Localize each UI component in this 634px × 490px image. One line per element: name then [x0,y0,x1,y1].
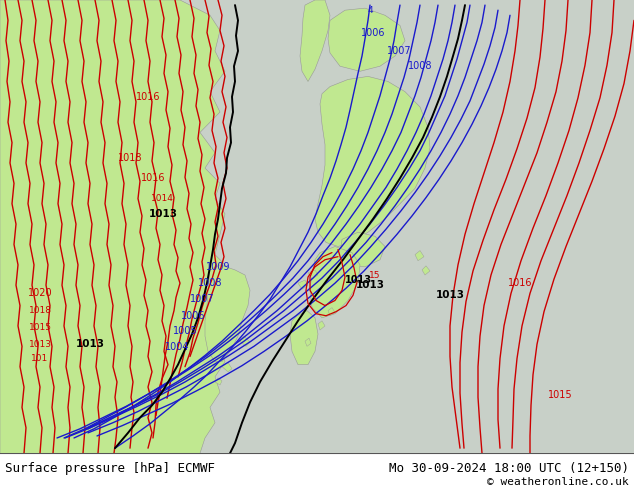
Polygon shape [340,232,385,267]
Polygon shape [205,265,250,362]
Polygon shape [308,270,318,279]
Text: 1015: 1015 [548,390,573,400]
Text: 1006: 1006 [361,27,385,38]
Text: 1013: 1013 [75,339,105,349]
Text: 4: 4 [367,6,373,15]
Polygon shape [290,311,318,365]
Text: 1018: 1018 [118,153,142,163]
Polygon shape [240,336,250,346]
Text: 101: 101 [31,354,49,363]
Text: 1004: 1004 [165,343,190,352]
Text: 1013: 1013 [344,275,372,285]
Polygon shape [328,308,335,316]
Text: 1016: 1016 [508,278,533,288]
Polygon shape [305,338,311,346]
Text: 1013: 1013 [148,209,178,219]
Polygon shape [318,321,325,330]
Polygon shape [215,378,222,385]
Text: 1020: 1020 [28,288,53,298]
Polygon shape [415,250,424,261]
Text: © weatheronline.co.uk: © weatheronline.co.uk [488,477,629,487]
Text: 1006: 1006 [181,311,205,321]
Text: 1009: 1009 [206,262,230,272]
Text: 1013: 1013 [356,280,384,290]
Polygon shape [315,76,430,246]
Text: 1005: 1005 [172,326,197,336]
Polygon shape [328,8,405,72]
Text: 1008: 1008 [408,61,432,71]
Text: 1018: 1018 [29,306,51,315]
Text: 1013: 1013 [436,291,465,300]
Polygon shape [300,0,330,81]
Polygon shape [298,280,308,289]
Polygon shape [310,246,360,318]
Polygon shape [0,0,235,453]
Polygon shape [422,266,430,275]
Text: 1014: 1014 [150,194,174,203]
Text: 1016: 1016 [141,173,165,183]
Text: 1008: 1008 [198,278,223,288]
Text: Surface pressure [hPa] ECMWF: Surface pressure [hPa] ECMWF [5,462,215,475]
Text: 1016: 1016 [136,92,160,102]
Text: 1007: 1007 [387,46,411,56]
Text: 1007: 1007 [190,294,214,304]
Text: 1015: 1015 [29,323,51,333]
Text: 15: 15 [369,270,381,279]
Polygon shape [222,363,232,372]
Text: 1013: 1013 [29,340,51,349]
Text: Mo 30-09-2024 18:00 UTC (12+150): Mo 30-09-2024 18:00 UTC (12+150) [389,462,629,475]
